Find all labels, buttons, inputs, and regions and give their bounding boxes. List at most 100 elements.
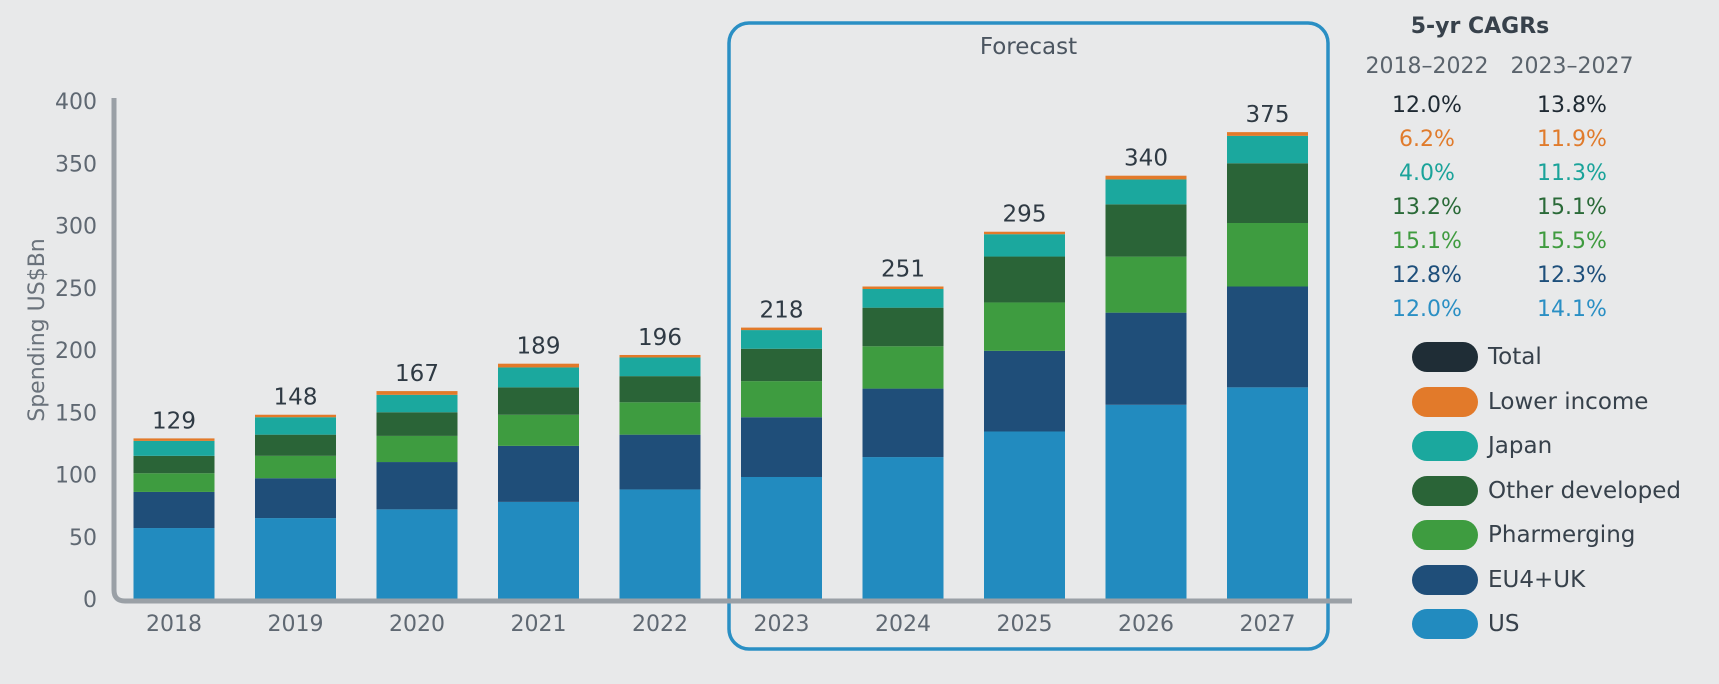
cagr-value-eu4-uk: 12.8% <box>1392 263 1462 288</box>
bar-japan-2022 <box>619 357 701 377</box>
bar-japan-2023 <box>741 330 822 349</box>
bar-other-developed-2025 <box>984 256 1065 303</box>
y-axis-label: Spending US$Bn <box>25 238 50 422</box>
bar-lower-income-2024 <box>862 286 944 289</box>
bar-us-2022 <box>619 489 701 599</box>
bar-other-developed-2021 <box>498 387 579 415</box>
legend-item: US <box>1412 607 1519 641</box>
cagr-value-total: 13.8% <box>1537 93 1607 118</box>
bar-japan-2021 <box>498 367 579 388</box>
bar-us-2026 <box>1105 404 1187 599</box>
bar-pharmerging-2027 <box>1227 223 1308 287</box>
total-label-2026: 340 <box>1124 146 1168 172</box>
legend-item: Japan <box>1412 429 1552 463</box>
bar-us-2025 <box>984 431 1065 599</box>
bar-other-developed-2027 <box>1227 163 1308 224</box>
bar-eu4-uk-2022 <box>619 434 701 490</box>
legend-label: Total <box>1488 344 1542 370</box>
x-tick-2021: 2021 <box>511 612 567 637</box>
bar-us-2020 <box>376 509 458 599</box>
bar-lower-income-2026 <box>1105 175 1187 180</box>
total-label-2022: 196 <box>638 325 682 351</box>
bar-lower-income-2025 <box>984 231 1065 235</box>
axis-line <box>111 98 1352 604</box>
cagr-value-pharmerging: 15.5% <box>1537 229 1607 254</box>
bar-pharmerging-2019 <box>255 455 336 479</box>
bar-other-developed-2019 <box>255 434 336 456</box>
bar-pharmerging-2018 <box>133 473 215 492</box>
total-label-2019: 148 <box>274 385 318 411</box>
bar-lower-income-2020 <box>376 391 458 395</box>
bar-japan-2024 <box>862 288 944 308</box>
bar-eu4-uk-2027 <box>1227 286 1308 388</box>
legend-item: Pharmerging <box>1412 518 1635 552</box>
cagr-value-other-developed: 15.1% <box>1537 195 1607 220</box>
bar-pharmerging-2023 <box>741 381 822 418</box>
cagr-period-header: 2023–2027 <box>1510 54 1634 79</box>
bar-other-developed-2023 <box>741 348 822 382</box>
legend-item: Other developed <box>1412 474 1681 508</box>
total-label-2020: 167 <box>395 361 439 387</box>
stacked-bar-chart: Forecast 0 50 100 150 200 250 300 350 400 Spendin… <box>25 21 1352 651</box>
y-tick-300: 300 <box>55 215 97 240</box>
legend-label: EU4+UK <box>1488 566 1586 593</box>
x-tick-2022: 2022 <box>632 612 688 637</box>
bar-eu4-uk-2018 <box>133 491 215 529</box>
y-tick-0: 0 <box>83 588 97 613</box>
y-tick-50: 50 <box>69 526 97 551</box>
bar-japan-2026 <box>1105 179 1187 205</box>
cagr-value-pharmerging: 15.1% <box>1392 229 1462 254</box>
bar-us-2021 <box>498 501 579 599</box>
legend-label: Other developed <box>1488 477 1681 504</box>
x-tick-2027: 2027 <box>1240 612 1296 637</box>
legend-swatch <box>1412 520 1478 550</box>
forecast-label: Forecast <box>980 34 1077 60</box>
cagr-value-other-developed: 13.2% <box>1392 195 1462 220</box>
total-label-2018: 129 <box>152 408 196 434</box>
bars-group <box>133 132 1308 599</box>
bar-pharmerging-2022 <box>619 402 701 435</box>
bar-pharmerging-2020 <box>376 435 458 463</box>
cagr-value-us: 14.1% <box>1537 297 1607 322</box>
total-label-2021: 189 <box>517 334 561 360</box>
bar-pharmerging-2026 <box>1105 256 1187 313</box>
legend-label: Lower income <box>1488 388 1649 415</box>
legend-swatch <box>1412 564 1478 595</box>
x-tick-2019: 2019 <box>268 612 324 637</box>
bar-us-2019 <box>255 518 336 599</box>
bar-other-developed-2026 <box>1105 204 1187 257</box>
x-tick-2024: 2024 <box>875 612 931 637</box>
labels-group: 129 2018 148 2019 167 2020 189 2021 196 2022 218 20… <box>146 102 1296 637</box>
bar-japan-2019 <box>255 417 336 435</box>
cagr-value-lower-income: 6.2% <box>1399 127 1455 152</box>
cagr-value-us: 12.0% <box>1392 297 1462 322</box>
bar-us-2023 <box>741 476 822 599</box>
bar-us-2024 <box>862 457 944 599</box>
bar-eu4-uk-2019 <box>255 478 336 519</box>
bar-us-2018 <box>133 528 215 599</box>
bar-lower-income-2019 <box>255 414 336 418</box>
bar-other-developed-2020 <box>376 412 458 436</box>
legend-label: US <box>1488 611 1520 637</box>
bar-other-developed-2024 <box>862 307 944 347</box>
legend-swatch <box>1412 342 1478 372</box>
x-tick-2023: 2023 <box>754 612 810 637</box>
forecast-box <box>727 21 1330 651</box>
cagr-value-total: 12.0% <box>1392 93 1462 118</box>
y-tick-200: 200 <box>55 339 97 364</box>
y-tick-350: 350 <box>55 152 97 177</box>
y-tick-250: 250 <box>55 277 97 302</box>
y-tick-150: 150 <box>55 401 97 426</box>
bar-lower-income-2021 <box>498 363 579 368</box>
legend-swatch <box>1412 609 1478 639</box>
cagr-value-japan: 11.3% <box>1537 161 1607 186</box>
legend-swatch <box>1412 386 1478 417</box>
legend-label: Pharmerging <box>1488 522 1636 548</box>
legend-swatch <box>1412 475 1478 506</box>
legend-label: Japan <box>1488 433 1553 459</box>
forecast-region: Forecast <box>727 21 1330 651</box>
bar-lower-income-2022 <box>619 354 701 358</box>
total-label-2025: 295 <box>1003 202 1047 228</box>
x-tick-2018: 2018 <box>146 612 202 637</box>
total-label-2023: 218 <box>760 298 804 324</box>
